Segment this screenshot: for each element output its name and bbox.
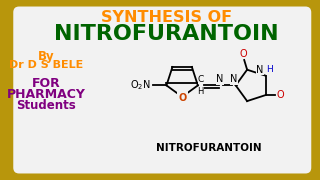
Text: N: N	[217, 74, 224, 84]
Text: O: O	[239, 49, 247, 59]
Text: H: H	[267, 65, 273, 74]
Text: O: O	[276, 90, 284, 100]
Text: PHARMACY: PHARMACY	[7, 88, 86, 101]
Text: NITROFURANTOIN: NITROFURANTOIN	[156, 143, 261, 153]
Text: NITROFURANTOIN: NITROFURANTOIN	[54, 24, 279, 44]
Text: C: C	[198, 75, 204, 84]
Text: 2: 2	[145, 85, 148, 90]
Text: Dr D S BELE: Dr D S BELE	[9, 60, 84, 70]
Text: O: O	[145, 80, 152, 89]
Text: Students: Students	[16, 99, 76, 112]
FancyBboxPatch shape	[13, 6, 311, 174]
Text: $\mathregular{O_2N}$: $\mathregular{O_2N}$	[130, 78, 151, 92]
Text: N: N	[256, 65, 264, 75]
Text: N: N	[230, 74, 237, 84]
Text: SYNTHESIS OF: SYNTHESIS OF	[101, 10, 232, 25]
Text: FOR: FOR	[32, 77, 60, 90]
Text: N: N	[139, 80, 146, 89]
Text: By: By	[38, 50, 55, 63]
Text: O: O	[178, 93, 186, 103]
Text: H: H	[197, 87, 204, 96]
